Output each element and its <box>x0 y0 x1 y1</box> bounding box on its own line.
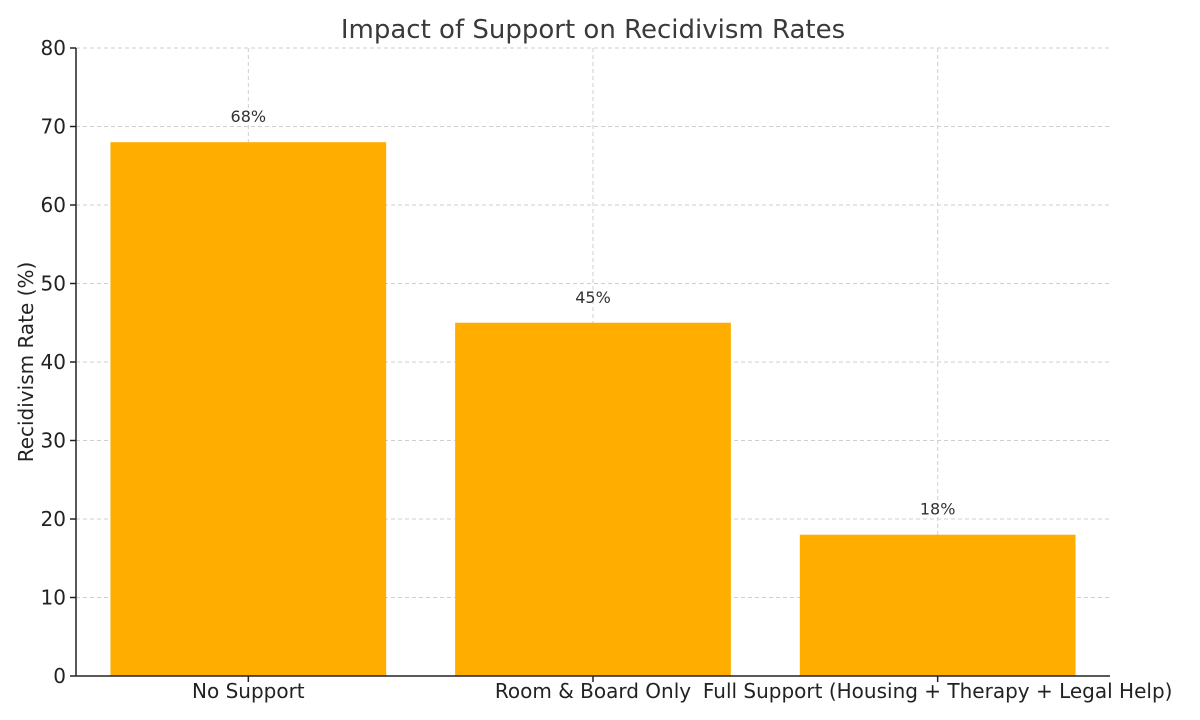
chart-title: Impact of Support on Recidivism Rates <box>341 15 845 45</box>
bar <box>110 142 387 676</box>
bar-data-label: 68% <box>231 107 267 126</box>
axes <box>70 47 1110 682</box>
labels: 0 10 20 30 40 50 60 70 80 68% No Support 45% Room & … <box>41 36 1173 703</box>
bars <box>110 142 1076 676</box>
bar <box>799 534 1076 676</box>
y-tick-label: 20 <box>41 507 66 531</box>
y-tick-label: 40 <box>41 350 66 374</box>
y-axis-label: Recidivism Rate (%) <box>14 262 38 463</box>
x-tick-label: No Support <box>192 679 305 703</box>
bar <box>455 322 731 676</box>
y-tick-label: 10 <box>41 586 66 610</box>
x-tick-label: Room & Board Only <box>495 679 691 703</box>
y-tick-label: 0 <box>53 664 66 688</box>
y-tick-label: 60 <box>41 193 66 217</box>
x-tick-label: Full Support (Housing + Therapy + Legal … <box>703 679 1173 703</box>
bar-data-label: 45% <box>575 288 611 307</box>
y-tick-label: 30 <box>41 429 66 453</box>
y-tick-label: 50 <box>41 272 66 296</box>
y-tick-label: 70 <box>41 115 66 139</box>
bar-data-label: 18% <box>920 500 956 519</box>
y-tick-label: 80 <box>41 36 66 60</box>
